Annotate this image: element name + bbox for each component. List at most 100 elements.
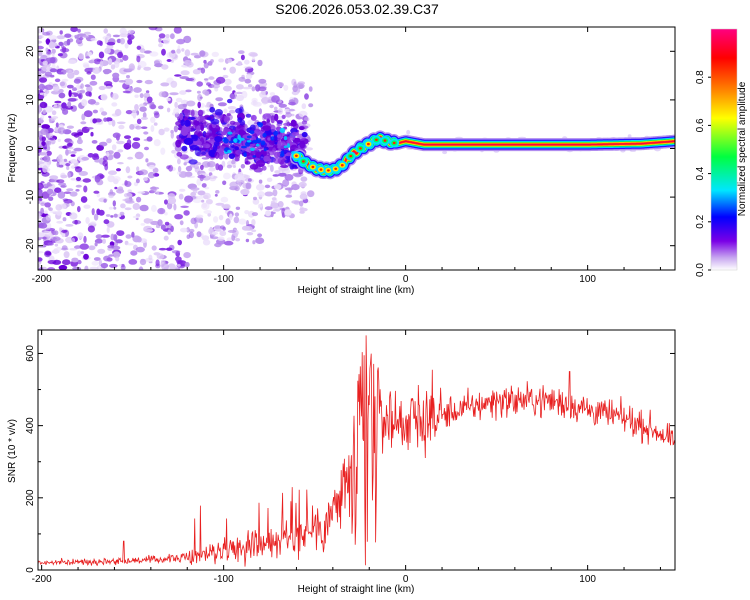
spectrogram-blob [126,139,132,147]
spectrogram-blob [177,165,182,173]
spectrogram-blob [148,27,158,31]
spectrogram-blob [158,91,166,98]
spectrogram-blob [60,174,68,179]
spectrogram-blob [180,227,188,233]
spectrogram-blob [102,160,108,167]
spectrogram-blob [271,197,277,201]
spectrogram-blob [234,157,240,162]
spectrogram-blob [157,219,163,227]
spectrogram-blob [280,150,284,155]
spectrogram-blob [231,160,236,165]
spectrogram-blob [54,243,59,247]
spectrogram-blob [61,245,68,250]
spectrogram-blob [69,212,78,220]
spectrogram-blob [305,147,313,151]
spectrogram-blob [73,147,83,152]
spectrogram-blob [146,136,153,142]
spectrogram-blob [179,76,189,80]
spectrogram-blob [43,210,48,215]
spectrogram-blob [38,182,44,190]
spectrogram-blob [79,243,89,250]
spectrogram-blob [251,212,258,217]
spectrogram-blob [61,184,67,188]
spectrogram-blob [228,109,236,114]
spectrogram-blob [82,178,92,183]
spectrogram-blob [287,143,290,149]
spectrogram-blob [77,206,81,213]
spectrogram-blob [80,121,87,125]
spectrogram-blob [251,56,256,62]
spectrogram-blob [177,158,181,165]
spectrogram-blob [277,108,283,115]
spectrogram-blob [301,129,309,133]
spectrogram-blob [229,66,236,74]
spectrogram-blob [91,140,98,144]
spectrogram-blob [74,166,80,169]
spectrogram-ridge-knot [375,138,378,141]
spectrogram-blob [191,119,200,127]
spectrogram-blob [127,38,133,45]
spectrogram-blob [56,179,65,184]
spectrogram-blob [222,203,231,210]
spectrogram-blob [57,138,61,142]
spectrogram-blob [108,170,117,175]
spectrogram-blob [57,127,66,135]
spectrogram-blob [110,233,115,241]
spectrogram-blob [211,84,220,89]
spectrogram-blob [177,264,181,267]
spectrogram-blob [117,51,124,59]
spectrogram-blob [112,72,120,79]
spectrogram-blob [267,137,271,141]
spectrogram-blob [156,190,160,195]
spectrogram-blob [108,121,112,126]
spectrogram-blob [103,255,111,262]
spectrogram-blob [299,140,306,149]
spectrogram-blob [192,190,198,194]
spectrogram-blob [222,85,232,92]
spectrogram-blob [76,138,83,145]
spectrogram-blob [285,194,293,198]
spectrogram-blob [94,242,98,247]
spectrogram-blob [158,105,164,110]
spectrogram-blob [143,177,148,182]
spectrogram-blob [38,257,43,262]
spectrogram-blob [149,51,159,57]
spectrogram-blob [291,200,301,204]
spectrogram-blob [243,66,253,69]
spectrogram-blob [201,235,210,241]
spectrogram-blob [106,151,110,157]
spectrogram-blob [88,245,96,251]
spectrogram-blob [54,187,62,193]
spectrogram-blob [270,164,274,172]
spectrogram-blob [111,102,118,107]
spectrogram-blob [183,59,193,66]
spectrogram-blob [197,101,201,109]
spectrogram-blob [222,74,229,79]
spectrogram-blob [41,124,50,130]
spectrogram-blob [94,238,103,244]
spectrogram-blob [44,89,50,94]
spectrogram-blob [273,131,278,136]
spectrogram-blob [214,225,222,230]
snr-x-tick-label: -200 [32,574,52,585]
spectrogram-blob [109,263,118,268]
spectrogram-ridge-knot [334,167,338,170]
spectrogram-blob [127,156,134,160]
spectrogram-blob [209,106,216,113]
spectrogram-blob [181,145,188,152]
spectrogram-blob [183,210,190,216]
spectrogram-blob [72,266,82,270]
spectrogram-blob [103,198,107,203]
spectrogram-blob [197,109,204,115]
spectrogram-blob [204,186,210,190]
spectrogram-blob [130,112,138,117]
spectrogram-blob [99,60,104,68]
colorbar-frame [710,28,738,271]
snr-y-ticks: 0 200 400 600 [25,345,675,573]
spectrogram-blob [44,202,51,208]
spectrogram-blob [300,176,308,182]
spectrogram-blob [50,117,56,121]
spectrogram-blob [151,245,157,251]
spectrogram-blob [139,106,147,112]
